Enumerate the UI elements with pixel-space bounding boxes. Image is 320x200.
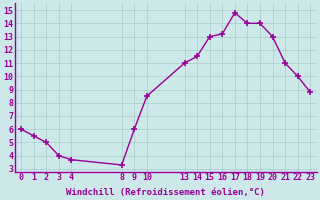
X-axis label: Windchill (Refroidissement éolien,°C): Windchill (Refroidissement éolien,°C) [66,188,265,197]
